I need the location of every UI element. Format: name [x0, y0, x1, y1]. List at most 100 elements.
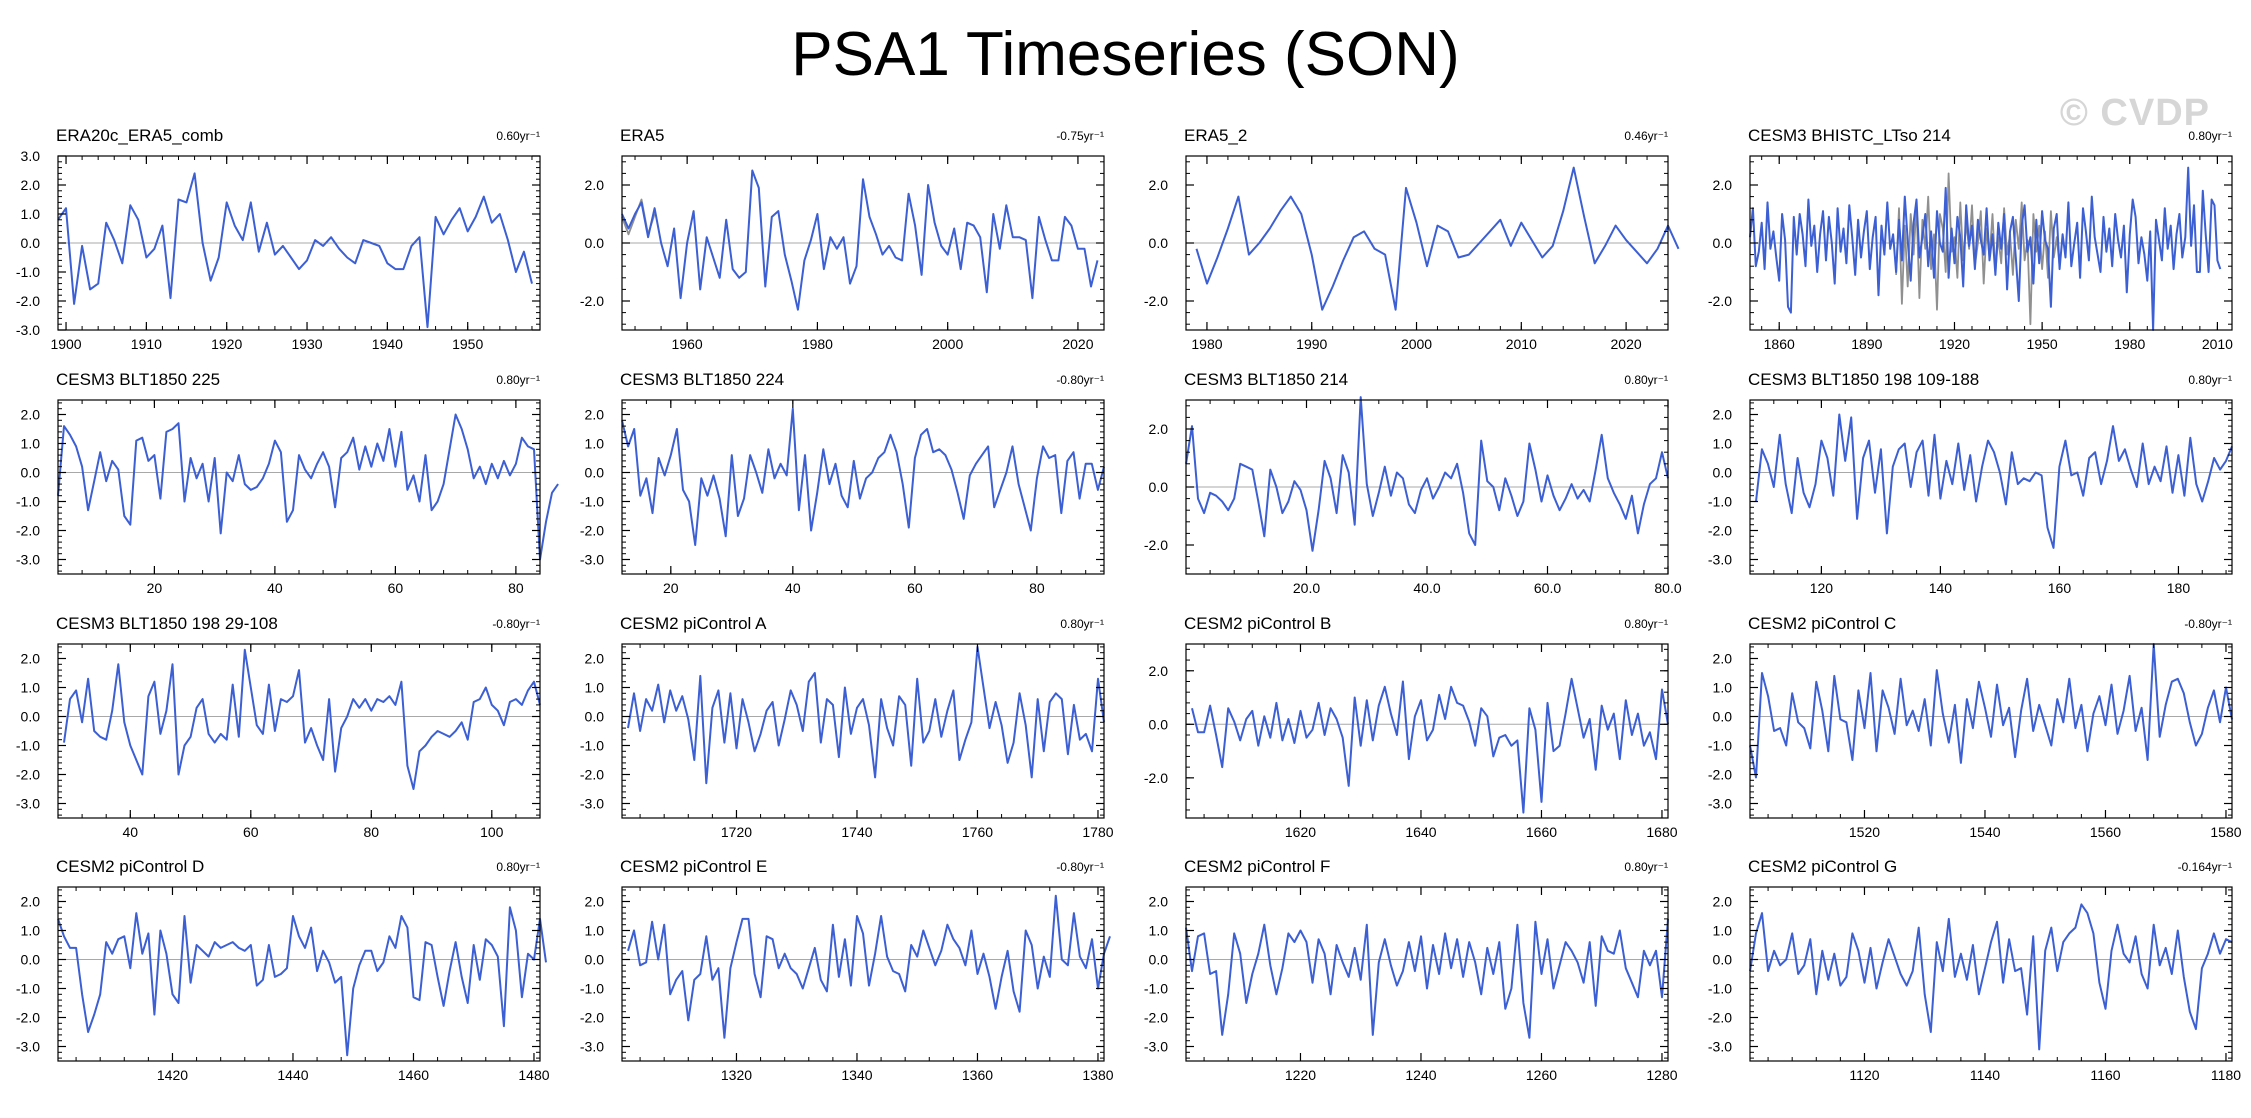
- series-line: [627, 894, 1111, 1039]
- plot-frame: [621, 399, 1105, 575]
- y-tick-label: 2.0: [585, 894, 605, 910]
- y-tick-label: 2.0: [1149, 177, 1169, 193]
- y-tick-label: -2.0: [16, 767, 40, 783]
- x-tick-label: 1860: [1764, 336, 1795, 352]
- y-tick-label: -2.0: [16, 523, 40, 539]
- y-tick-label: 1.0: [585, 436, 605, 452]
- y-tick-label: -3.0: [580, 796, 604, 812]
- panel-title: CESM3 BHISTC_LTso 214: [1748, 126, 1951, 145]
- y-tick-label: 0.0: [21, 709, 41, 725]
- series-line: [621, 407, 1105, 546]
- x-tick-label: 1440: [277, 1067, 308, 1083]
- y-tick-label: 0.0: [585, 709, 605, 725]
- timeseries-plot: 1980 1990 2000 2010 2020 -2.0 0.0 2.0: [1144, 155, 1680, 352]
- y-tick-label: -3.0: [580, 1039, 604, 1055]
- y-tick-label: 2.0: [1713, 894, 1733, 910]
- y-tick-label: 2.0: [585, 407, 605, 423]
- plot-frame: [1749, 886, 2233, 1062]
- series-line: [1749, 643, 2233, 779]
- x-tick-label: 1960: [672, 336, 703, 352]
- x-tick-label: 40: [785, 580, 801, 596]
- x-tick-label: 60.0: [1534, 580, 1561, 596]
- y-tick-label: -3.0: [1708, 1039, 1732, 1055]
- x-tick-label: 1180: [2211, 1067, 2241, 1083]
- x-tick-label: 1480: [518, 1067, 549, 1083]
- y-tick-label: -2.0: [16, 1010, 40, 1026]
- chart-panel-8: CESM3 BLT1850 198 109-188 0.80yr⁻¹ 120 14…: [1692, 370, 2233, 596]
- x-tick-label: 1560: [2090, 824, 2121, 840]
- y-tick-label: 2.0: [21, 651, 41, 667]
- y-tick-label: 0.0: [585, 952, 605, 968]
- x-tick-label: 40: [123, 824, 139, 840]
- chart-panel-16: CESM2 piControl G -0.164yr⁻¹ 1120 1140 116…: [1692, 857, 2241, 1083]
- timeseries-plot: 1220 1240 1260 1280 -3.0 -2.0 -1.0 0.0 1.0 2.0: [1144, 886, 1678, 1083]
- y-tick-label: 0.0: [1713, 709, 1733, 725]
- chart-panel-1: ERA20c_ERA5_comb 0.60yr⁻¹ 1900 1910 1920 19…: [0, 126, 541, 352]
- y-tick-label: 0.0: [1713, 235, 1733, 251]
- trend-label: -0.75yr⁻¹: [1056, 129, 1104, 143]
- timeseries-plot: 1420 1440 1460 1480 -3.0 -2.0 -1.0 0.0 1.0 2.0: [16, 886, 550, 1083]
- x-tick-label: 1920: [1939, 336, 1970, 352]
- x-tick-label: 2000: [932, 336, 963, 352]
- y-tick-label: 0.0: [1149, 716, 1169, 732]
- x-tick-label: 100: [480, 824, 504, 840]
- x-tick-label: 1320: [721, 1067, 752, 1083]
- x-tick-label: 1980: [2114, 336, 2145, 352]
- x-tick-label: 1950: [2027, 336, 2058, 352]
- y-tick-label: -3.0: [16, 796, 40, 812]
- x-tick-label: 80.0: [1654, 580, 1681, 596]
- y-tick-label: 2.0: [1713, 177, 1733, 193]
- timeseries-plot: 1900 1910 1920 1930 1940 1950 -3.0 -2.0 -1.0 0.0 1…: [16, 148, 541, 352]
- y-tick-label: -1.0: [1708, 738, 1732, 754]
- x-tick-label: 60: [388, 580, 404, 596]
- figure-title: PSA1 Timeseries (SON): [791, 20, 1460, 89]
- x-tick-label: 1940: [372, 336, 403, 352]
- x-tick-label: 1360: [962, 1067, 993, 1083]
- y-tick-label: 2.0: [21, 177, 41, 193]
- x-tick-label: 1720: [721, 824, 752, 840]
- plot-frame: [57, 399, 541, 575]
- y-tick-label: -1.0: [16, 738, 40, 754]
- y-tick-label: 1.0: [21, 206, 41, 222]
- y-tick-label: -3.0: [1708, 796, 1732, 812]
- y-tick-label: 2.0: [1713, 651, 1733, 667]
- x-tick-label: 1930: [291, 336, 322, 352]
- panel-title: ERA20c_ERA5_comb: [56, 126, 224, 145]
- y-tick-label: 2.0: [585, 177, 605, 193]
- y-tick-label: 1.0: [1713, 923, 1733, 939]
- panel-title: CESM3 BLT1850 225: [56, 370, 221, 389]
- y-tick-label: -2.0: [580, 1010, 604, 1026]
- x-tick-label: 1680: [1646, 824, 1677, 840]
- y-tick-label: 1.0: [21, 680, 41, 696]
- x-tick-label: 1990: [1296, 336, 1327, 352]
- trend-label: -0.80yr⁻¹: [1056, 860, 1104, 874]
- series-line: [57, 172, 533, 329]
- timeseries-plot: 120 140 160 180 -3.0 -2.0 -1.0 0.0 1.0 2.0: [1708, 399, 2233, 596]
- panel-title: CESM2 piControl C: [1748, 614, 1897, 633]
- trend-label: -0.80yr⁻¹: [492, 617, 540, 631]
- y-tick-label: 0.0: [585, 235, 605, 251]
- chart-panel-3: ERA5_2 0.46yr⁻¹ 1980 1990 2000 2010 2020 -2.0…: [1128, 126, 1680, 352]
- panel-title: CESM2 piControl G: [1748, 857, 1898, 876]
- x-tick-label: 160: [2048, 580, 2072, 596]
- x-tick-label: 1540: [1969, 824, 2000, 840]
- y-tick-label: 0.0: [1149, 235, 1169, 251]
- y-tick-label: 2.0: [1713, 407, 1733, 423]
- x-tick-label: 2000: [1401, 336, 1432, 352]
- x-tick-label: 20: [663, 580, 679, 596]
- plot-frame: [621, 886, 1105, 1062]
- x-tick-label: 1340: [841, 1067, 872, 1083]
- y-tick-label: 0.0: [1149, 479, 1169, 495]
- y-tick-label: -3.0: [16, 322, 40, 338]
- chart-panel-2: ERA5 -0.75yr⁻¹ 1960 1980 2000 2020 -2.0 0.0 2.…: [564, 126, 1105, 352]
- y-tick-label: -2.0: [1708, 1010, 1732, 1026]
- y-tick-label: -3.0: [580, 552, 604, 568]
- x-tick-label: 80: [364, 824, 380, 840]
- chart-panel-12: CESM2 piControl C -0.80yr⁻¹ 1520 1540 1560…: [1692, 614, 2242, 840]
- x-tick-label: 1740: [841, 824, 872, 840]
- timeseries-plot: 1720 1740 1760 1780 -3.0 -2.0 -1.0 0.0 1.0 2.0: [580, 643, 1114, 840]
- x-tick-label: 180: [2167, 580, 2191, 596]
- chart-panel-15: CESM2 piControl F 0.80yr⁻¹ 1220 1240 1260 1…: [1128, 857, 1678, 1083]
- y-tick-label: -1.0: [580, 981, 604, 997]
